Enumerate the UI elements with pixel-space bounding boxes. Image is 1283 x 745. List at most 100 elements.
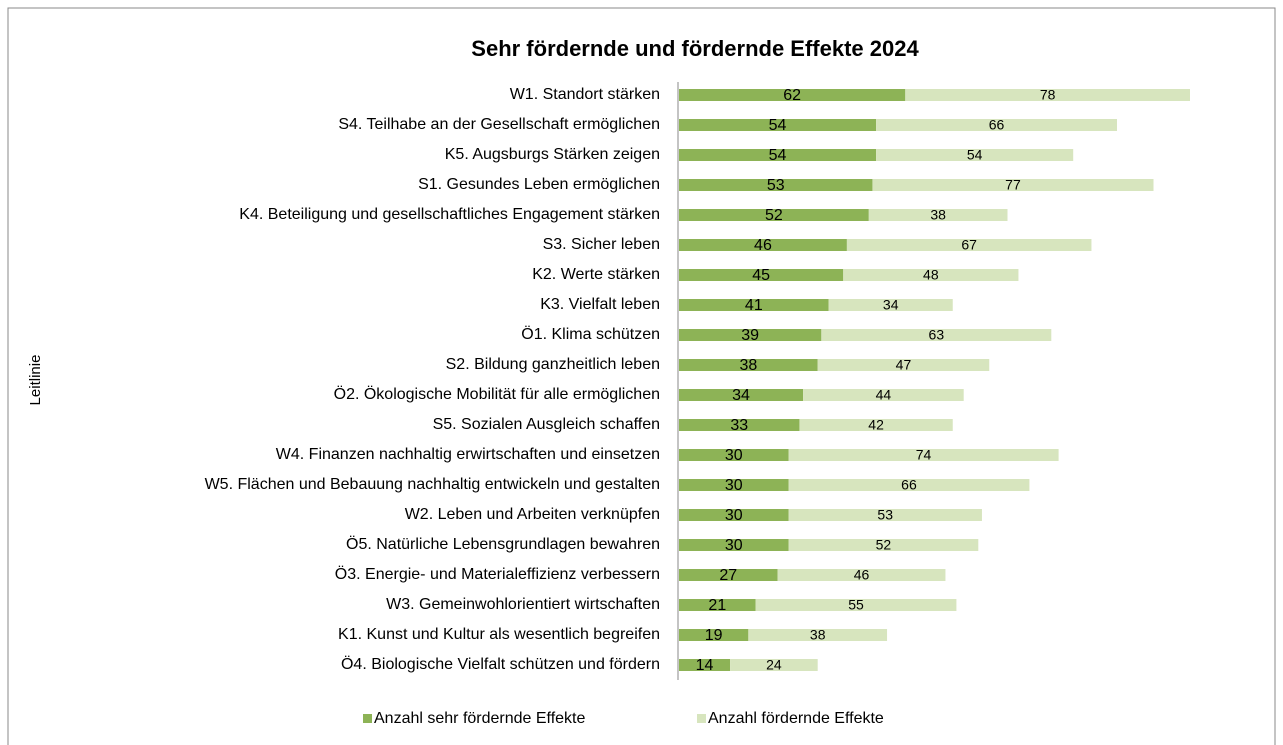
bar-segment [876, 149, 1074, 161]
bar-segment [817, 359, 990, 371]
bar-segment [679, 569, 778, 581]
bar-segment [828, 299, 953, 311]
bar-segment [679, 89, 906, 101]
y-tick-label: K1. Kunst und Kultur als wesentlich begr… [338, 626, 660, 643]
value-label: 66 [989, 117, 1005, 133]
value-label: 24 [766, 657, 782, 673]
value-label: 34 [883, 297, 899, 313]
bar-segment [777, 569, 946, 581]
legend-swatch [363, 714, 372, 723]
y-tick-label: S2. Bildung ganzheitlich leben [446, 356, 660, 373]
bar-segment [679, 389, 804, 401]
y-tick-label: W1. Standort stärken [510, 86, 660, 103]
y-tick-label: Ö1. Klima schützen [521, 325, 660, 343]
bar-segment [788, 449, 1059, 461]
value-label: 53 [877, 507, 893, 523]
y-tick-label: Ö4. Biologische Vielfalt schützen und fö… [341, 655, 660, 673]
bar-segment [679, 179, 873, 191]
y-tick-label: Ö5. Natürliche Lebensgrundlagen bewahren [346, 535, 660, 553]
bar-segment [821, 329, 1052, 341]
legend-label: Anzahl sehr fördernde Effekte [374, 710, 585, 727]
value-label: 46 [854, 567, 870, 583]
y-tick-label: Ö3. Energie- und Materialeffizienz verbe… [335, 565, 660, 583]
bar-segment [843, 269, 1019, 281]
value-label: 30 [725, 537, 743, 554]
value-label: 44 [876, 387, 892, 403]
value-label: 21 [708, 597, 726, 614]
value-label: 54 [769, 147, 787, 164]
value-label: 52 [765, 207, 783, 224]
y-tick-label: S5. Sozialen Ausgleich schaffen [433, 416, 660, 433]
bar-segment [679, 359, 818, 371]
bar-segment [679, 449, 789, 461]
value-label: 19 [705, 627, 723, 644]
bar-segment [905, 89, 1190, 101]
bar-segment [679, 509, 789, 521]
value-label: 34 [732, 387, 750, 404]
y-tick-label: K5. Augsburgs Stärken zeigen [445, 146, 660, 163]
value-label: 30 [725, 477, 743, 494]
y-axis-title: Leitlinie [27, 355, 44, 406]
bar-segment [679, 539, 789, 551]
value-label: 78 [1040, 87, 1056, 103]
value-label: 46 [754, 237, 772, 254]
value-label: 53 [767, 177, 785, 194]
value-label: 47 [896, 357, 912, 373]
value-label: 66 [901, 477, 917, 493]
bar-segment [679, 599, 756, 611]
bar-segment [730, 659, 818, 671]
y-tick-label: W5. Flächen und Bebauung nachhaltig entw… [205, 476, 660, 493]
value-label: 54 [967, 147, 983, 163]
y-tick-label: S3. Sicher leben [543, 236, 660, 253]
value-label: 67 [961, 237, 977, 253]
value-label: 42 [868, 417, 884, 433]
bar-segment [679, 329, 822, 341]
chart-frame [7, 7, 1276, 745]
value-label: 55 [848, 597, 864, 613]
bar-segment [679, 659, 731, 671]
bar-segment [788, 509, 982, 521]
bar-segment [679, 419, 800, 431]
value-label: 45 [752, 267, 770, 284]
value-label: 39 [741, 327, 759, 344]
chart-title: Sehr fördernde und fördernde Effekte 202… [471, 36, 919, 61]
y-tick-label: W4. Finanzen nachhaltig erwirtschaften u… [276, 446, 660, 463]
bar-segment [872, 179, 1154, 191]
bar-segment [679, 149, 877, 161]
bar-segment [803, 389, 964, 401]
bar-segment [679, 209, 869, 221]
value-label: 63 [929, 327, 945, 343]
value-label: 38 [739, 357, 757, 374]
bar-segment [679, 479, 789, 491]
value-label: 30 [725, 507, 743, 524]
bar-segment [748, 629, 888, 641]
bar-segment [755, 599, 957, 611]
value-label: 30 [725, 447, 743, 464]
value-label: 62 [783, 87, 801, 104]
y-tick-label: W3. Gemeinwohlorientiert wirtschaften [386, 596, 660, 613]
bar-segment [799, 419, 953, 431]
bar-segment [788, 479, 1030, 491]
value-label: 38 [930, 207, 946, 223]
bar-segment [876, 119, 1117, 131]
value-label: 33 [730, 417, 748, 434]
bar-segment [679, 269, 844, 281]
y-tick-label: Ö2. Ökologische Mobilität für alle ermög… [334, 385, 660, 403]
y-tick-label: S1. Gesundes Leben ermöglichen [418, 176, 660, 193]
y-tick-label: S4. Teilhabe an der Gesellschaft ermögli… [338, 116, 660, 133]
value-label: 77 [1005, 177, 1021, 193]
value-label: 38 [810, 627, 826, 643]
legend-label: Anzahl fördernde Effekte [708, 710, 884, 727]
bar-segment [679, 299, 829, 311]
bar-segment [868, 209, 1008, 221]
y-tick-label: K4. Beteiligung und gesellschaftliches E… [239, 206, 660, 223]
value-label: 41 [745, 297, 763, 314]
bar-segment [846, 239, 1092, 251]
bar-segment [788, 539, 979, 551]
legend-swatch [697, 714, 706, 723]
value-label: 52 [876, 537, 892, 553]
bar-segment [679, 119, 877, 131]
y-tick-label: K3. Vielfalt leben [540, 296, 660, 313]
value-label: 27 [719, 567, 737, 584]
bar-segment [679, 629, 749, 641]
